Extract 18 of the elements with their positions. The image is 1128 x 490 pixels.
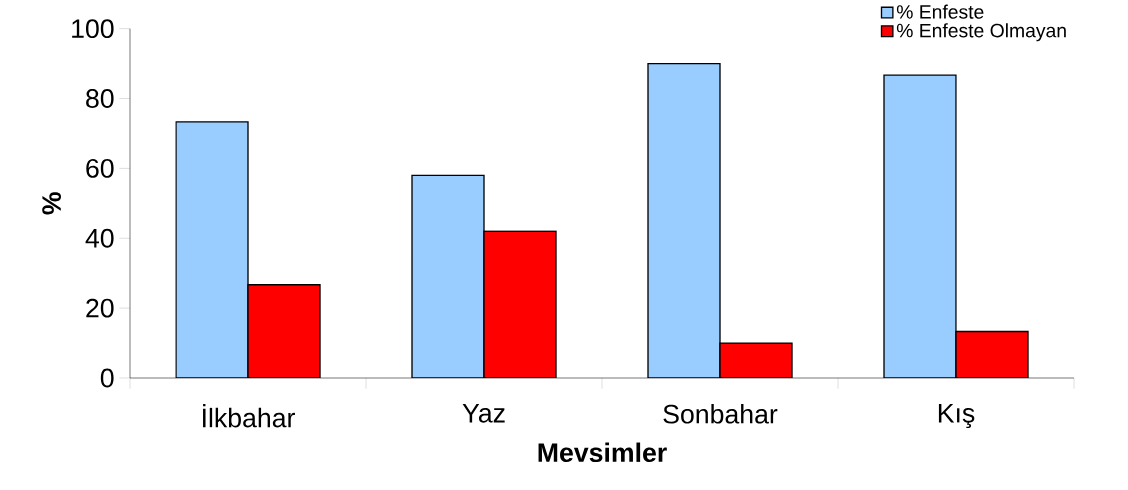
bar <box>483 230 557 378</box>
bar <box>719 342 793 378</box>
legend-label: % Enfeste Olmayan <box>896 23 1066 42</box>
y-tick-label: 0 <box>100 368 114 388</box>
x-tick-label: Kış <box>938 404 975 429</box>
x-axis-title: Mevsimler <box>538 442 667 463</box>
x-tick-label: Yaz <box>462 404 505 423</box>
y-tick-label: 20 <box>86 298 114 318</box>
y-tick-label: 40 <box>85 228 114 248</box>
bar <box>247 284 321 378</box>
y-tick-label: 80 <box>86 89 114 108</box>
y-tick-label: 100 <box>72 19 114 39</box>
bar <box>955 330 1029 378</box>
x-tick-label: İlkbahar <box>203 404 295 428</box>
y-tick-label: 60 <box>86 158 114 178</box>
legend-label: % Enfeste <box>896 4 984 19</box>
x-tick-label: Sonbahar <box>663 404 778 424</box>
y-axis-title: % <box>42 192 61 215</box>
